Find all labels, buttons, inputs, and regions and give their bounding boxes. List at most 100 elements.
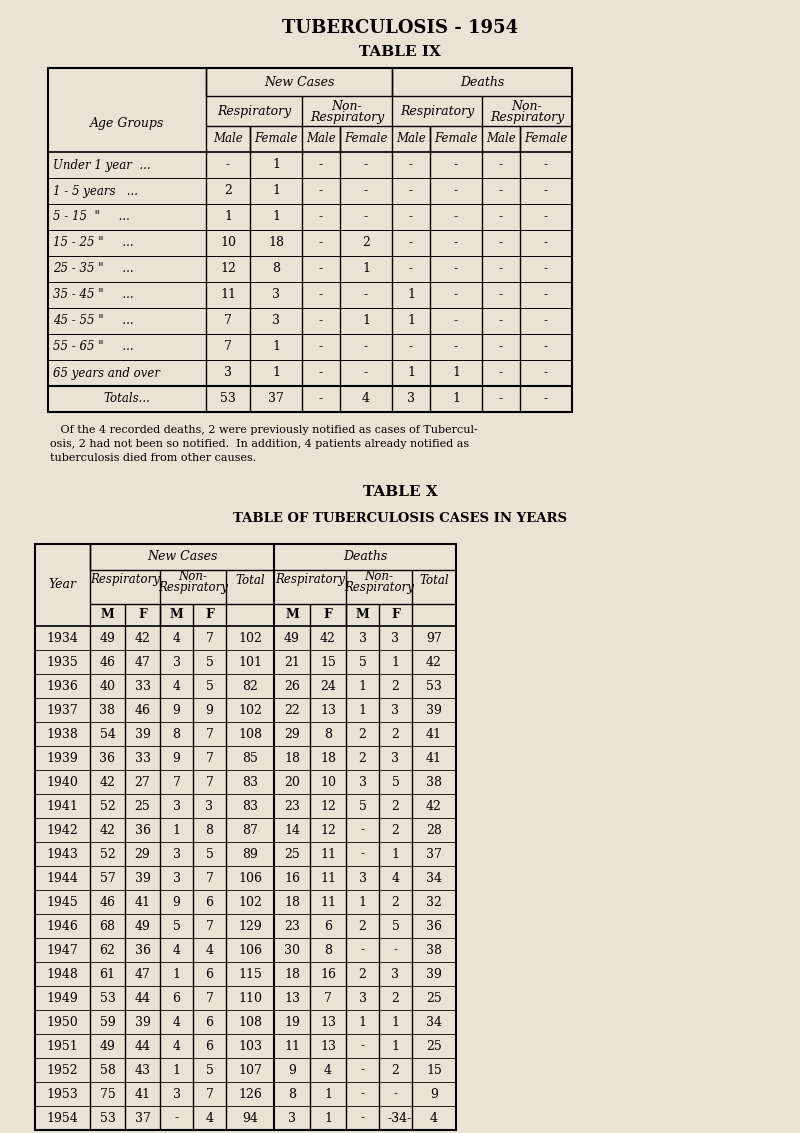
Text: 7: 7: [206, 871, 214, 885]
Text: -: -: [544, 263, 548, 275]
Text: 83: 83: [242, 775, 258, 789]
Text: 2: 2: [391, 800, 399, 812]
Text: Under 1 year  ...: Under 1 year ...: [53, 159, 150, 171]
Text: Female: Female: [434, 133, 478, 145]
Text: 23: 23: [284, 920, 300, 932]
Text: 4: 4: [206, 1111, 214, 1124]
Text: 15: 15: [426, 1064, 442, 1076]
Text: 5: 5: [206, 1064, 214, 1076]
Text: 49: 49: [134, 920, 150, 932]
Text: 46: 46: [99, 895, 115, 909]
Text: 52: 52: [100, 847, 115, 860]
Text: 43: 43: [134, 1064, 150, 1076]
Text: Respiratory: Respiratory: [490, 111, 564, 125]
Text: 28: 28: [426, 824, 442, 836]
Text: 5: 5: [391, 920, 399, 932]
Text: 7: 7: [206, 751, 214, 765]
Text: 3: 3: [224, 366, 232, 380]
Text: 2: 2: [391, 991, 399, 1005]
Text: -: -: [361, 1111, 365, 1124]
Text: 33: 33: [134, 751, 150, 765]
Text: Respiratory: Respiratory: [90, 573, 160, 587]
Text: 9: 9: [173, 751, 181, 765]
Text: -: -: [454, 185, 458, 197]
Text: 89: 89: [242, 847, 258, 860]
Text: 61: 61: [99, 968, 115, 980]
Text: 3: 3: [358, 775, 366, 789]
Text: 4: 4: [173, 944, 181, 956]
Text: -: -: [319, 159, 323, 171]
Text: 22: 22: [284, 704, 300, 716]
Text: 2: 2: [391, 1064, 399, 1076]
Text: osis, 2 had not been so notified.  In addition, 4 patients already notified as: osis, 2 had not been so notified. In add…: [50, 438, 469, 449]
Text: 53: 53: [99, 991, 115, 1005]
Text: 39: 39: [134, 727, 150, 741]
Text: -: -: [364, 341, 368, 353]
Text: 107: 107: [238, 1064, 262, 1076]
Text: 30: 30: [284, 944, 300, 956]
Text: Total: Total: [419, 573, 449, 587]
Text: 42: 42: [134, 631, 150, 645]
Text: 58: 58: [99, 1064, 115, 1076]
Text: 2: 2: [358, 727, 366, 741]
Text: 44: 44: [134, 991, 150, 1005]
Text: 7: 7: [206, 775, 214, 789]
Text: 1952: 1952: [46, 1064, 78, 1076]
Text: 35 - 45 "     ...: 35 - 45 " ...: [53, 289, 134, 301]
Text: 57: 57: [100, 871, 115, 885]
Text: 2: 2: [358, 751, 366, 765]
Text: 4: 4: [430, 1111, 438, 1124]
Text: 83: 83: [242, 800, 258, 812]
Text: -: -: [361, 847, 365, 860]
Text: 3: 3: [358, 871, 366, 885]
Text: 1: 1: [391, 847, 399, 860]
Text: 1934: 1934: [46, 631, 78, 645]
Text: 1939: 1939: [46, 751, 78, 765]
Text: tuberculosis died from other causes.: tuberculosis died from other causes.: [50, 453, 256, 463]
Text: -: -: [319, 237, 323, 249]
Text: 126: 126: [238, 1088, 262, 1100]
Text: -: -: [394, 1111, 398, 1124]
Text: -: -: [454, 263, 458, 275]
Text: 1940: 1940: [46, 775, 78, 789]
Text: -: -: [544, 366, 548, 380]
Text: 115: 115: [238, 968, 262, 980]
Text: 10: 10: [220, 237, 236, 249]
Text: -: -: [409, 341, 413, 353]
Text: 36: 36: [99, 751, 115, 765]
Text: 54: 54: [99, 727, 115, 741]
Text: -: -: [409, 159, 413, 171]
Text: 38: 38: [426, 944, 442, 956]
Text: 34: 34: [426, 871, 442, 885]
Text: 3: 3: [173, 800, 181, 812]
Text: 1947: 1947: [46, 944, 78, 956]
Text: -: -: [319, 341, 323, 353]
Text: 3: 3: [407, 392, 415, 406]
Text: 6: 6: [206, 1015, 214, 1029]
Text: Female: Female: [344, 133, 388, 145]
Text: 13: 13: [320, 1015, 336, 1029]
Text: 8: 8: [288, 1088, 296, 1100]
Text: 1: 1: [358, 680, 366, 692]
Text: 23: 23: [284, 800, 300, 812]
Text: 6: 6: [206, 1039, 214, 1053]
Text: 1: 1: [324, 1088, 332, 1100]
Text: 1: 1: [173, 968, 181, 980]
Text: 7: 7: [206, 1088, 214, 1100]
Text: 7: 7: [206, 631, 214, 645]
Text: Respiratory: Respiratory: [158, 581, 228, 595]
Text: 5: 5: [358, 800, 366, 812]
Text: 42: 42: [426, 656, 442, 668]
Text: 53: 53: [220, 392, 236, 406]
Text: F: F: [323, 608, 333, 622]
Text: -: -: [361, 1088, 365, 1100]
Text: 129: 129: [238, 920, 262, 932]
Text: Male: Male: [306, 133, 336, 145]
Text: Of the 4 recorded deaths, 2 were previously notified as cases of Tubercul-: Of the 4 recorded deaths, 2 were previou…: [50, 425, 478, 435]
Text: 2: 2: [391, 680, 399, 692]
Text: 15 - 25 "     ...: 15 - 25 " ...: [53, 237, 134, 249]
Text: 3: 3: [358, 991, 366, 1005]
Text: -: -: [364, 159, 368, 171]
Text: 94: 94: [242, 1111, 258, 1124]
Text: 1938: 1938: [46, 727, 78, 741]
